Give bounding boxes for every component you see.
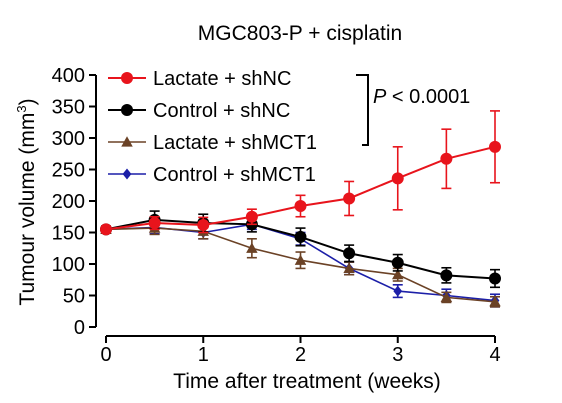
p-value-symbol: P <box>373 86 387 108</box>
legend-marker <box>122 168 132 180</box>
y-tick-label: 400 <box>52 65 85 87</box>
series-layer <box>100 110 501 308</box>
x-tick-label: 0 <box>100 344 111 366</box>
data-point <box>245 210 258 223</box>
y-axis-label-main: Tumour volume (mm <box>16 113 39 306</box>
y-axis-label-superscript: 3 <box>14 105 29 112</box>
y-axis-label: Tumour volume (mm3) <box>14 98 39 305</box>
legend-label: Lactate + shNC <box>153 68 291 90</box>
data-point <box>294 230 307 243</box>
y-tick-label: 150 <box>52 223 85 245</box>
x-tick-label: 2 <box>295 344 306 366</box>
data-point <box>440 291 453 302</box>
x-tick-label: 1 <box>198 344 209 366</box>
y-tick-label: 100 <box>52 254 85 276</box>
y-tick-label: 350 <box>52 97 85 119</box>
legend-label: Control + shMCT1 <box>153 164 316 186</box>
legend-item-1: Lactate + shNC <box>108 68 291 90</box>
data-point <box>197 218 210 231</box>
p-value-text: < 0.0001 <box>386 86 470 108</box>
data-point <box>294 254 307 265</box>
series-1 <box>100 110 501 236</box>
series-3 <box>100 220 501 308</box>
legend-label: Lactate + shMCT1 <box>153 132 317 154</box>
data-point <box>440 269 453 282</box>
data-point <box>391 256 404 269</box>
x-tick-label: 4 <box>489 344 500 366</box>
data-point <box>100 223 112 236</box>
legend-marker <box>121 104 133 116</box>
data-point <box>343 262 355 274</box>
data-point <box>343 192 356 205</box>
y-tick-label: 250 <box>52 160 85 182</box>
legend: Lactate + shNC Control + shNC Lactate + sh… <box>108 68 317 186</box>
y-tick-label: 50 <box>63 286 85 308</box>
data-point <box>392 268 404 280</box>
data-point <box>343 247 356 260</box>
legend-item-4: Control + shMCT1 <box>108 164 316 186</box>
data-point <box>489 140 501 153</box>
data-point <box>294 200 307 213</box>
y-tick-label: 0 <box>74 317 85 339</box>
legend-label: Control + shNC <box>153 100 290 122</box>
data-point <box>440 152 453 165</box>
legend-item-3: Lactate + shMCT1 <box>108 132 317 154</box>
data-point <box>489 296 501 307</box>
data-point <box>393 285 403 297</box>
significance-bracket <box>356 74 369 146</box>
p-value-annotation: P < 0.0001 <box>373 86 470 108</box>
legend-marker <box>121 72 133 84</box>
x-axis-label: Time after treatment (weeks) <box>173 370 441 393</box>
data-point <box>246 242 258 253</box>
legend-marker <box>121 136 133 147</box>
y-tick-label: 300 <box>52 128 85 150</box>
data-point <box>391 172 404 185</box>
data-point <box>148 217 161 230</box>
axes: 0 50 100 150 200 250 300 350 400 0 1 2 3 4 <box>52 65 501 366</box>
y-tick-label: 200 <box>52 191 85 213</box>
x-tick-label: 3 <box>392 344 403 366</box>
chart-title: MGC803-P + cisplatin <box>198 22 402 45</box>
data-point <box>489 272 501 285</box>
y-axis-label-close: ) <box>16 98 39 105</box>
legend-item-2: Control + shNC <box>108 100 290 122</box>
